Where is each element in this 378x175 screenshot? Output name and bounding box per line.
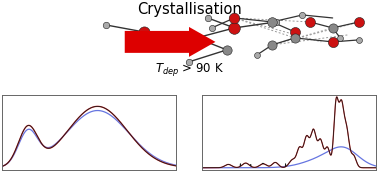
Point — [330, 40, 336, 43]
Point — [299, 14, 305, 16]
Point — [231, 27, 237, 29]
Point — [224, 48, 230, 51]
Text: $T_{dep}$ > 90 K: $T_{dep}$ > 90 K — [155, 61, 223, 78]
Text: Crystallisation: Crystallisation — [136, 2, 242, 17]
Point — [330, 27, 336, 29]
Point — [103, 23, 109, 26]
Point — [254, 54, 260, 56]
Point — [356, 20, 362, 23]
Point — [269, 20, 275, 23]
Point — [292, 37, 298, 39]
Point — [141, 30, 147, 33]
Point — [356, 38, 362, 41]
Point — [186, 60, 192, 63]
FancyArrow shape — [125, 27, 215, 57]
Point — [205, 17, 211, 19]
Point — [269, 43, 275, 46]
Point — [273, 20, 279, 23]
Point — [209, 27, 215, 29]
Point — [231, 17, 237, 19]
Point — [194, 37, 200, 39]
Point — [292, 30, 298, 33]
Point — [307, 20, 313, 23]
Point — [337, 37, 343, 39]
